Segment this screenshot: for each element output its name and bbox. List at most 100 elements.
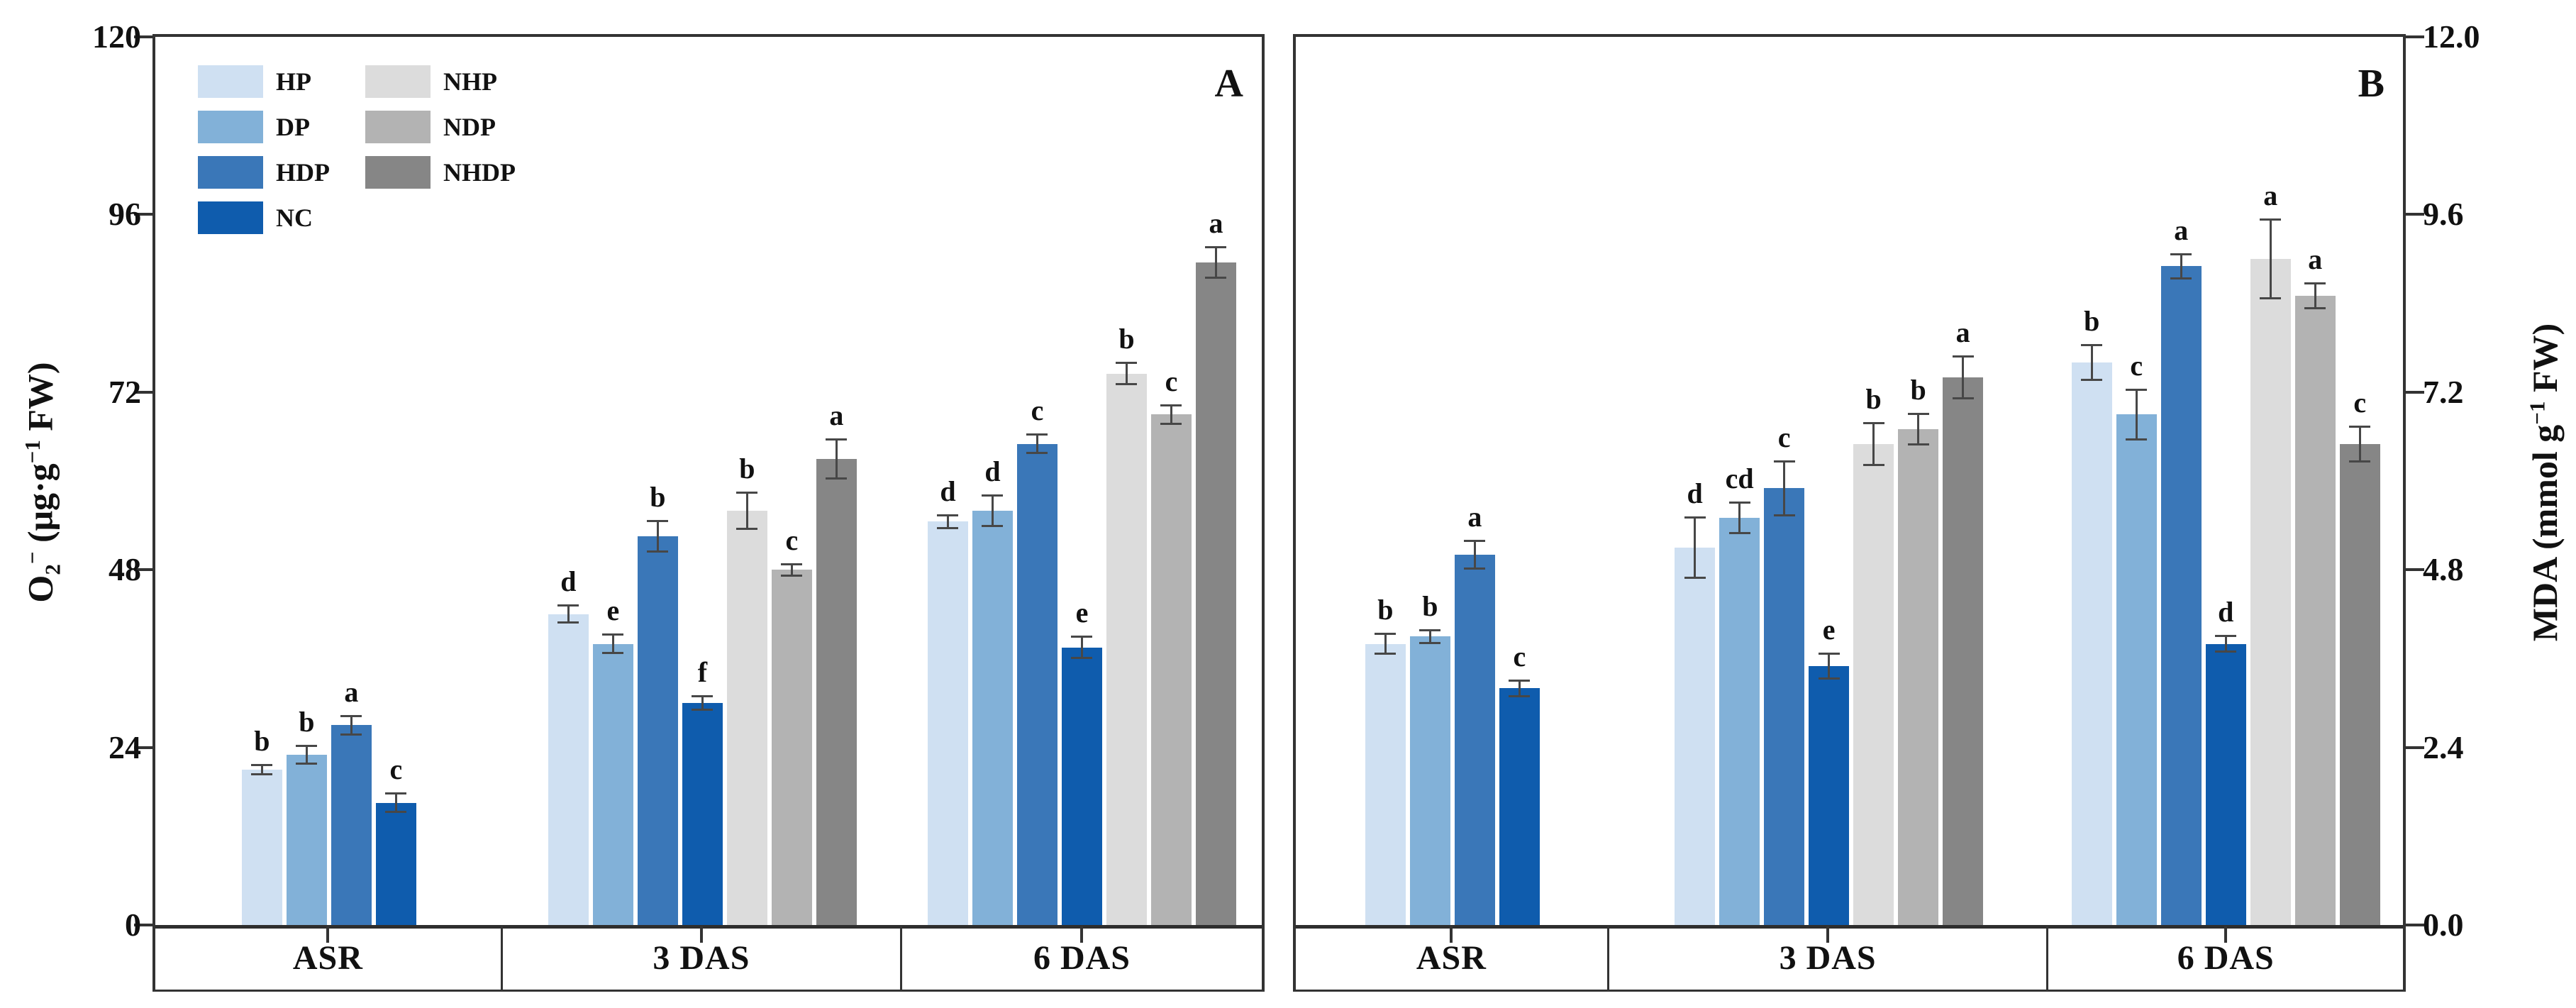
error-bar bbox=[736, 491, 758, 530]
error-bar-cap-top bbox=[1205, 246, 1227, 249]
significance-letter: e bbox=[1822, 614, 1836, 646]
significance-letter: b bbox=[254, 724, 270, 757]
bar-nc-6-das: d bbox=[2205, 598, 2246, 925]
panel-b-category-band: ASR 3 DAS 6 DAS bbox=[1293, 926, 2406, 992]
category-label: 6 DAS bbox=[2177, 938, 2275, 977]
error-bar-cap-bottom bbox=[2304, 306, 2326, 309]
significance-letter: b bbox=[1422, 589, 1438, 622]
error-bar-cap-bottom bbox=[557, 621, 579, 624]
error-bar-cap-top bbox=[251, 763, 273, 766]
error-bar-cap-bottom bbox=[385, 811, 407, 814]
category-tick bbox=[699, 926, 703, 943]
error-bar bbox=[937, 514, 959, 529]
error-bar bbox=[2349, 425, 2371, 463]
error-bar-cap-bottom bbox=[2260, 297, 2282, 300]
error-bar-cap-bottom bbox=[602, 652, 624, 655]
category-cell-3-das: 3 DAS bbox=[503, 926, 902, 990]
legend-item-nhdp: NHDP bbox=[365, 156, 516, 189]
bar-nhp-6-das: b bbox=[1106, 325, 1147, 925]
bar-ndp-3-das: b bbox=[1898, 376, 1939, 925]
significance-letter: e bbox=[606, 594, 620, 626]
bar-ndp-6-das: c bbox=[1150, 367, 1192, 925]
panel-a-category-band: ASR 3 DAS 6 DAS bbox=[152, 926, 1265, 992]
error-bar-cap-top bbox=[1728, 502, 1750, 504]
error-bar bbox=[251, 763, 273, 776]
error-bar bbox=[1071, 636, 1093, 660]
error-bar-cap-bottom bbox=[296, 762, 318, 765]
error-bar bbox=[1907, 413, 1929, 445]
error-bar-cap-top bbox=[2304, 282, 2326, 285]
error-bar-cap-bottom bbox=[2349, 460, 2371, 463]
error-bar bbox=[2081, 344, 2103, 382]
bar-hdp-asr: a bbox=[331, 677, 372, 925]
significance-letter: d bbox=[1687, 477, 1703, 510]
significance-letter: b bbox=[739, 452, 755, 484]
bar-ndp-6-das: a bbox=[2294, 245, 2336, 925]
bar-fill bbox=[1943, 377, 1984, 925]
bar-hdp-3-das: b bbox=[637, 483, 678, 925]
bar-fill bbox=[927, 521, 968, 925]
y-tick-label: 7.2 bbox=[2423, 373, 2464, 410]
significance-letter: b bbox=[299, 706, 315, 738]
bar-hdp-asr: a bbox=[1454, 503, 1495, 925]
error-bar-cap-top bbox=[1907, 413, 1929, 416]
error-bar bbox=[1464, 540, 1486, 570]
significance-letter: c bbox=[785, 524, 799, 556]
axis-label-segment: FW) bbox=[2525, 323, 2565, 401]
error-bar-cap-bottom bbox=[2215, 650, 2237, 653]
category-label: 3 DAS bbox=[1779, 938, 1877, 977]
bar-dp-3-das: cd bbox=[1719, 465, 1760, 925]
error-bar-cap-top bbox=[736, 491, 758, 494]
bar-fill bbox=[637, 536, 678, 925]
bar-fill bbox=[1499, 688, 1540, 925]
error-bar-cap-top bbox=[1375, 632, 1397, 635]
legend-swatch bbox=[198, 156, 263, 189]
bar-hdp-6-das: c bbox=[1016, 397, 1057, 925]
error-bar-cap-bottom bbox=[1773, 514, 1795, 517]
bar-nhp-6-das: a bbox=[2250, 181, 2291, 925]
error-bar bbox=[1205, 246, 1227, 279]
error-bar-cap-bottom bbox=[2081, 379, 2103, 382]
error-bar-cap-bottom bbox=[1071, 657, 1093, 660]
legend-item-ndp: NDP bbox=[365, 111, 516, 143]
bar-nhdp-3-das: a bbox=[816, 401, 857, 925]
error-bar bbox=[340, 714, 362, 736]
bar-fill bbox=[1106, 373, 1147, 925]
y-axis-tick bbox=[134, 213, 152, 216]
significance-letter: b bbox=[2084, 305, 2100, 337]
significance-letter: a bbox=[2174, 214, 2189, 246]
category-tick bbox=[1450, 926, 1453, 943]
error-bar bbox=[1375, 632, 1397, 655]
error-bar-cap-bottom bbox=[937, 526, 959, 529]
y-tick-label: 48 bbox=[109, 551, 141, 588]
axis-label-segment: (μg·g bbox=[20, 463, 60, 552]
significance-letter: d bbox=[984, 455, 1001, 487]
significance-letter: a bbox=[1467, 501, 1482, 533]
significance-letter: c bbox=[1513, 640, 1526, 672]
bar-nc-3-das: e bbox=[1809, 616, 1850, 925]
bar-ndp-3-das: c bbox=[771, 526, 812, 925]
legend-swatch bbox=[198, 111, 263, 143]
bar-fill bbox=[1853, 443, 1894, 925]
bar-hp-asr: b bbox=[1365, 595, 1406, 925]
error-bar-cap-top bbox=[2260, 218, 2282, 221]
panel-letter-a: A bbox=[1214, 62, 1243, 106]
legend: HP DP HDP NC NHP NDP NHDP bbox=[198, 65, 516, 234]
y-tick-label: 2.4 bbox=[2423, 729, 2464, 765]
legend-swatch bbox=[365, 156, 431, 189]
bar-fill bbox=[2160, 266, 2202, 925]
category-cell-6-das: 6 DAS bbox=[2048, 926, 2403, 990]
bar-fill bbox=[816, 458, 857, 925]
bar-nc-asr: c bbox=[1499, 642, 1540, 925]
error-bar bbox=[1952, 355, 1974, 400]
significance-letter: b bbox=[650, 481, 666, 514]
error-bar-cap-bottom bbox=[1375, 653, 1397, 655]
bar-nhp-3-das: b bbox=[1853, 384, 1894, 925]
significance-letter: d bbox=[560, 565, 577, 598]
error-bar bbox=[1773, 460, 1795, 517]
error-bar bbox=[1509, 679, 1531, 697]
significance-letter: a bbox=[2308, 243, 2323, 276]
bar-fill bbox=[1016, 443, 1057, 925]
